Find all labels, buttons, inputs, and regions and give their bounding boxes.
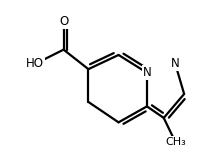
Text: N: N [143,66,151,79]
Text: HO: HO [26,57,44,70]
Text: CH₃: CH₃ [165,137,186,147]
Text: O: O [59,15,68,28]
Text: N: N [171,57,180,70]
